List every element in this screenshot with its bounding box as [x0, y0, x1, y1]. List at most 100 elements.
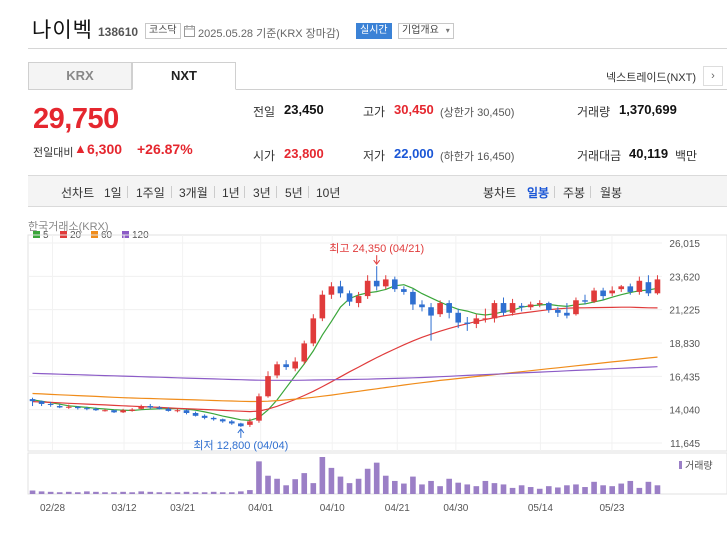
period-1y[interactable]: 1년: [222, 186, 240, 200]
candle-body: [491, 303, 498, 319]
candle-body: [301, 343, 308, 362]
low-arrow-head-icon: [237, 428, 245, 434]
company-info-dropdown[interactable]: 기업개요 ▾: [398, 23, 454, 39]
period-1w[interactable]: 1주일: [136, 186, 165, 200]
candle-weekly[interactable]: 주봉: [563, 186, 586, 200]
period-3m[interactable]: 3개월: [179, 186, 208, 200]
volume-bar: [301, 473, 308, 494]
candle-body: [29, 399, 36, 402]
candle-body: [111, 410, 117, 413]
volume-bar: [292, 479, 298, 494]
volume-bar: [283, 485, 289, 494]
x-tick-label: 04/30: [443, 503, 468, 514]
candle-body: [93, 408, 99, 411]
x-tick-label: 04/21: [385, 503, 410, 514]
high-label: 고가: [363, 105, 386, 119]
volume-bar: [346, 483, 353, 494]
nextrade-toggle-icon[interactable]: ›: [703, 66, 723, 86]
candle-body: [582, 300, 588, 302]
candle-body: [201, 415, 208, 418]
tab-krx[interactable]: KRX: [28, 62, 132, 90]
candle-body: [265, 376, 271, 397]
open-value: 23,800: [284, 146, 324, 161]
candle-body: [428, 307, 434, 316]
period-3y[interactable]: 3년: [253, 186, 271, 200]
line-chart-label: 선차트: [61, 186, 95, 200]
period-5y[interactable]: 5년: [285, 186, 303, 200]
volume-bar: [500, 484, 507, 494]
divider: [171, 186, 172, 198]
x-tick-label: 03/12: [112, 503, 137, 514]
chart-source: 한국거래소(KRX): [28, 221, 109, 233]
volume-bar: [364, 468, 371, 494]
candle-body: [256, 396, 262, 421]
ma-line-20: [32, 306, 658, 413]
candle-body: [373, 280, 380, 287]
volume-bar: [310, 483, 317, 494]
volume-bar: [545, 486, 552, 494]
divider: [214, 186, 215, 198]
x-tick-label: 05/14: [528, 503, 553, 514]
candle-body: [156, 407, 163, 409]
volume-bar: [455, 482, 462, 494]
volume-bar: [219, 492, 226, 494]
volume-bar: [401, 483, 407, 494]
high-value: 30,450: [394, 102, 434, 117]
volume-bar: [355, 478, 362, 494]
candle-body: [346, 293, 353, 302]
candle-body: [102, 410, 108, 412]
candle-body: [410, 291, 416, 305]
tab-nxt[interactable]: NXT: [132, 62, 236, 90]
x-tick-label: 04/10: [320, 503, 345, 514]
volume-bar: [446, 478, 452, 494]
realtime-button[interactable]: 실시간: [356, 23, 392, 39]
volume-bar: [509, 487, 516, 494]
volume-value: 1,370,699: [619, 102, 677, 117]
period-10y[interactable]: 10년: [316, 186, 341, 200]
amount-unit: 백만: [675, 149, 698, 163]
volume-bar: [93, 491, 99, 494]
y-tick-label: 26,015: [669, 239, 700, 250]
candle-body: [310, 318, 317, 344]
company-info-label: 기업개요: [402, 25, 439, 36]
header-divider: [28, 48, 727, 49]
volume-bar: [609, 486, 615, 494]
candle-body: [65, 406, 72, 408]
candle-body: [518, 305, 525, 308]
current-price: 29,750: [33, 103, 119, 135]
volume-bar: [138, 491, 145, 494]
upper-limit: (상한가 30,450): [440, 107, 515, 119]
candle-body: [654, 279, 661, 294]
stock-name: 나이벡: [32, 19, 93, 42]
candle-body: [382, 279, 389, 287]
candle-body: [555, 310, 561, 313]
volume-bar: [47, 491, 54, 494]
calendar-icon: [184, 25, 195, 37]
volume-bar: [210, 491, 217, 494]
candle-monthly[interactable]: 월봉: [600, 186, 623, 200]
candle-body: [337, 286, 344, 294]
divider: [590, 186, 591, 198]
candle-body: [129, 409, 135, 411]
divider: [554, 186, 555, 198]
ma-line-120: [32, 366, 658, 381]
ma-line-60: [32, 356, 658, 403]
volume-bar: [536, 488, 543, 494]
volume-bar: [464, 484, 471, 494]
high-annotation: 최고 24,350 (04/21): [329, 242, 424, 255]
candle-daily[interactable]: 일봉: [527, 186, 550, 200]
y-tick-label: 16,435: [669, 372, 700, 383]
y-tick-label: 23,620: [669, 272, 700, 283]
volume-bar: [564, 485, 570, 494]
volume-bar: [645, 481, 652, 494]
candle-body: [355, 296, 362, 304]
candle-body: [192, 413, 199, 416]
candle-body: [274, 364, 280, 376]
volume-bar: [174, 492, 181, 494]
volume-bar: [238, 491, 244, 494]
candle-body: [455, 312, 462, 323]
volume-bar: [636, 487, 643, 494]
volume-bar: [228, 492, 235, 494]
period-1d[interactable]: 1일: [104, 186, 122, 200]
